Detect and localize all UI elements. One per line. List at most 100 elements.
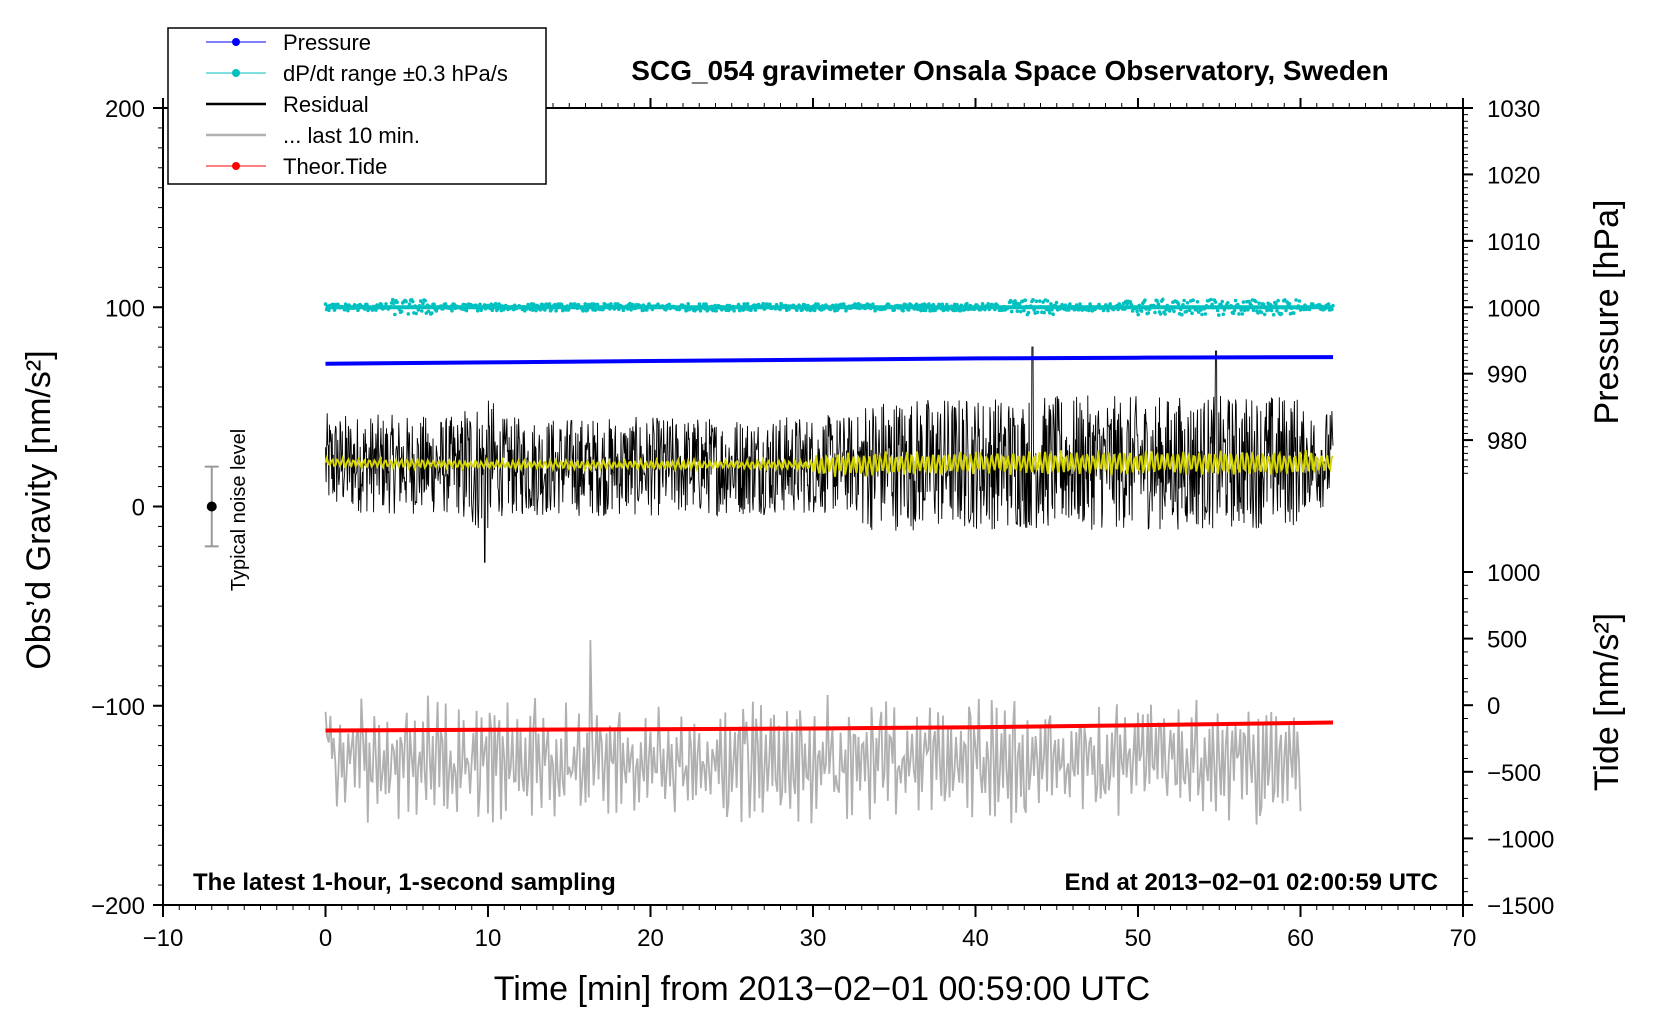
dpdt-point [1213,300,1218,304]
dpdt-point [1015,309,1020,314]
dpdt-point [1037,299,1042,303]
legend-label: Theor.Tide [283,154,387,179]
pressure-tick-label: 990 [1487,362,1527,389]
dpdt-point [1191,298,1195,303]
dpdt-point [812,308,817,313]
y-left-tick-label: 200 [105,96,145,123]
dpdt-point [873,308,877,313]
dpdt-point [1195,300,1200,304]
dpdt-point [1284,308,1288,313]
dpdt-point [1031,298,1035,302]
noise-center-dot [206,501,217,512]
dpdt-point [1287,301,1292,306]
residual-series-line [325,346,1334,563]
dpdt-point [1269,308,1274,313]
x-tick-label: 50 [1125,925,1152,952]
dpdt-point [871,302,875,307]
dpdt-point [390,297,395,302]
legend-label: Residual [283,92,369,117]
legend-swatch-marker [232,69,240,77]
dpdt-point [404,299,408,304]
dpdt-point [384,302,388,306]
dpdt-point [1139,309,1144,313]
pressure-axis-title: Pressure [hPa] [1588,200,1626,425]
pressure-series-line [325,355,1334,366]
dpdt-point [1221,312,1226,317]
dpdt-point [392,301,396,306]
x-tick-label: −10 [143,925,184,952]
dpdt-point [779,301,783,306]
dpdt-point [1209,297,1213,302]
dpdt-point [1153,310,1157,315]
dpdt-point [323,302,328,306]
dpdt-point [1326,302,1331,306]
dpdt-point [399,309,404,314]
dpdt-point [1182,298,1186,303]
dpdt-point [698,309,703,313]
dpdt-point [1172,309,1176,314]
legend-swatch-marker [232,38,240,46]
tide-tick-label: 500 [1487,627,1527,654]
y-left-tick-label: 0 [132,495,145,522]
dpdt-point [407,302,412,306]
dpdt-point [1161,297,1165,302]
y-left-axis-title: Obs’d Gravity [nm/s²] [20,350,58,669]
dpdt-point [1163,312,1167,316]
dpdt-point [346,308,350,313]
dpdt-point [986,302,990,306]
dpdt-point [686,302,690,306]
x-tick-label: 70 [1450,925,1477,952]
dpdt-point [414,311,419,316]
tide-tick-label: 0 [1487,693,1500,720]
dpdt-point [1034,299,1039,304]
dpdt-point [356,308,360,313]
axes-layer: −10 0 10 20 30 40 50 60 702001000−100−2001030102… [91,96,1554,952]
dpdt-point [583,302,587,306]
dpdt-point [1203,312,1208,316]
dpdt-point [534,308,538,313]
dpdt-point [980,302,985,306]
dpdt-point [1215,308,1220,313]
dpdt-point [1009,309,1014,314]
dpdt-point [1042,310,1046,315]
chart-title: SCG_054 gravimeter Onsala Space Observat… [631,55,1388,86]
typical-noise-label: Typical noise level [228,429,250,591]
dpdt-point [1240,312,1245,316]
dpdt-point [1184,309,1189,314]
dpdt-point [1271,312,1276,317]
x-tick-label: 60 [1287,925,1314,952]
pressure-tick-label: 1030 [1487,96,1540,123]
dpdt-point [697,302,702,306]
dpdt-point [420,309,424,313]
dpdt-point [704,302,708,307]
legend-item: Residual [206,92,369,117]
dpdt-point [737,308,742,313]
typical-noise-indicator [204,465,219,548]
dpdt-point [1220,299,1224,304]
dpdt-point [1185,301,1190,305]
x-tick-label: 20 [637,925,664,952]
dpdt-point [1176,302,1181,306]
dpdt-point [1078,302,1082,306]
dpdt-point [531,302,536,307]
y-left-tick-label: −100 [91,694,145,721]
tide-axis-title: Tide [nm/s²] [1588,613,1626,791]
dpdt-point [1279,312,1284,316]
dpdt-point [464,308,469,313]
dpdt-point [965,301,969,306]
dpdt-point [1045,299,1050,303]
dpdt-point [1051,312,1055,317]
pressure-tick-label: 1010 [1487,229,1540,256]
dpdt-point [621,308,626,313]
dpdt-point [1108,302,1112,306]
dpdt-point [609,302,613,306]
dpdt-point [1156,302,1161,307]
tide-tick-label: 1000 [1487,560,1540,587]
dpdt-point [901,308,905,313]
dpdt-point [1106,308,1110,313]
legend-item: ... last 10 min. [206,123,420,148]
dpdt-point [1023,298,1027,303]
data-layer [323,297,1335,825]
y-left-tick-label: −200 [91,893,145,920]
annotation-end-time: End at 2013−02−01 02:00:59 UTC [1064,869,1438,896]
